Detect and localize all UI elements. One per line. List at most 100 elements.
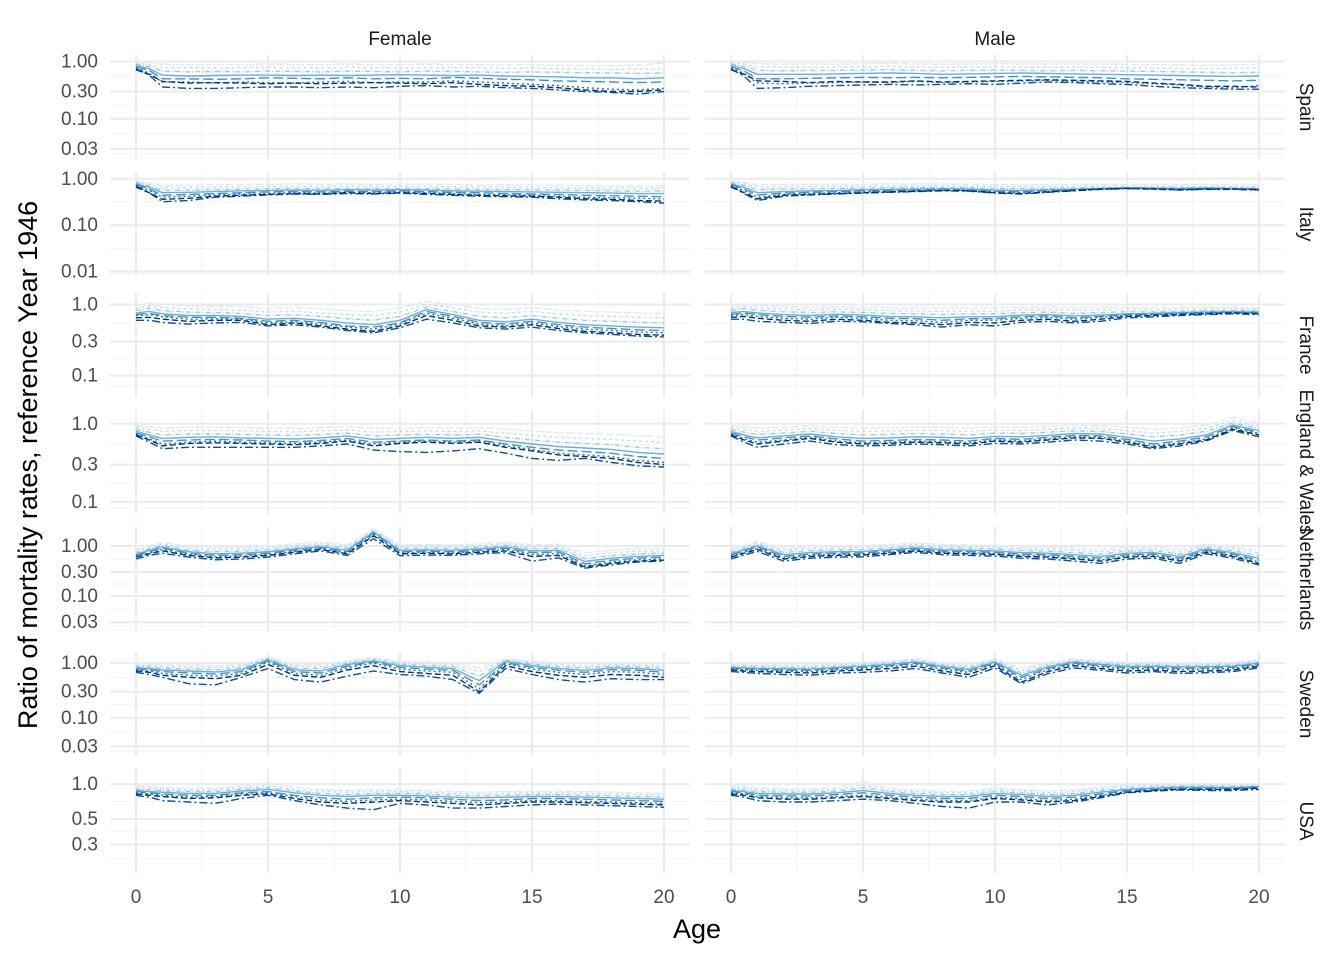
label-layer: Female Male1.000.300.100.03Spain1.000.100… <box>61 29 1316 908</box>
series-line <box>135 181 665 190</box>
series-line <box>135 424 665 438</box>
x-tick-label: 10 <box>984 887 1005 908</box>
strip-label-netherlands: Netherlands <box>1295 528 1316 630</box>
y-tick-label: 0.1 <box>72 366 98 387</box>
series-line <box>730 543 1260 557</box>
x-tick-label: 10 <box>389 887 410 908</box>
series-line <box>730 311 1260 324</box>
series-line <box>730 787 1260 803</box>
y-tick-label: 0.03 <box>61 139 98 160</box>
series-line <box>730 661 1260 676</box>
series-line <box>730 784 1260 794</box>
series-line <box>135 183 664 195</box>
series-line <box>135 62 665 71</box>
y-tick-label: 0.10 <box>61 109 98 130</box>
series-line <box>730 303 1260 310</box>
x-tick-label: 0 <box>131 887 142 908</box>
series-line <box>730 663 1260 681</box>
series-line <box>135 314 665 336</box>
series-line <box>136 657 665 673</box>
series-line <box>135 530 665 560</box>
y-tick-label: 1.0 <box>72 774 98 795</box>
series-line <box>730 786 1260 800</box>
series-line <box>730 186 1260 200</box>
series-line <box>135 182 665 192</box>
series-line <box>135 529 665 557</box>
strip-label-spain: Spain <box>1295 83 1316 132</box>
series-line <box>730 180 1260 186</box>
series-line <box>731 660 1260 674</box>
y-tick-label: 0.5 <box>72 809 98 830</box>
series-line <box>730 416 1260 430</box>
y-tick-label: 0.3 <box>72 834 98 855</box>
series-line <box>730 181 1260 188</box>
series-line <box>730 68 1259 90</box>
series-line <box>730 424 1260 442</box>
series-line <box>730 667 1260 685</box>
series-line <box>730 425 1260 445</box>
series-line <box>135 300 665 315</box>
series-line <box>730 60 1260 67</box>
y-tick-label: 0.10 <box>61 586 98 607</box>
series-line <box>135 792 665 805</box>
series-line <box>730 540 1260 552</box>
series-line <box>731 658 1260 670</box>
strip-label-usa: USA <box>1295 801 1316 840</box>
series-line <box>135 69 665 93</box>
series-line <box>135 793 665 806</box>
y-tick-label: 0.30 <box>61 82 98 103</box>
y-tick-label: 0.01 <box>61 262 98 283</box>
series-line <box>730 550 1260 566</box>
series-line <box>135 426 665 443</box>
series-layer <box>135 60 1260 811</box>
series-line <box>135 784 665 796</box>
series-line <box>135 64 665 80</box>
grid-layer <box>110 55 1285 873</box>
series-line <box>730 780 1260 792</box>
y-tick-label: 0.10 <box>61 215 98 236</box>
series-line <box>730 787 1260 802</box>
series-line <box>135 428 665 450</box>
series-line <box>730 183 1260 196</box>
series-line <box>135 667 664 695</box>
series-line <box>730 785 1260 798</box>
y-tick-label: 1.0 <box>72 414 98 435</box>
series-line <box>135 66 665 84</box>
y-tick-label: 0.3 <box>72 332 98 353</box>
x-tick-label: 15 <box>521 887 542 908</box>
y-tick-label: 0.03 <box>61 736 98 757</box>
series-line <box>135 310 665 332</box>
series-line <box>730 545 1260 559</box>
series-line <box>730 69 1260 88</box>
series-line <box>730 310 1260 319</box>
y-tick-label: 1.00 <box>61 169 98 190</box>
strip-label-male: Male <box>974 29 1015 50</box>
strip-label-italy: Italy <box>1295 207 1316 242</box>
y-tick-label: 1.00 <box>61 653 98 674</box>
strip-label-sweden: Sweden <box>1295 670 1316 739</box>
y-tick-label: 1.00 <box>61 52 98 73</box>
series-line <box>731 313 1260 328</box>
series-line <box>135 183 665 198</box>
series-line <box>135 185 665 204</box>
series-line <box>135 531 665 563</box>
series-line <box>730 542 1260 554</box>
series-line <box>135 661 665 690</box>
strip-label-england-wales: England & Wales <box>1295 389 1316 534</box>
series-line <box>730 307 1260 316</box>
x-tick-label: 20 <box>653 887 674 908</box>
series-line <box>135 658 665 677</box>
series-line <box>730 422 1260 438</box>
series-line <box>135 312 665 334</box>
x-tick-label: 5 <box>263 887 274 908</box>
strip-label-france: France <box>1295 315 1316 374</box>
series-line <box>730 66 1260 82</box>
series-line <box>730 428 1260 448</box>
series-line <box>730 62 1260 70</box>
series-line <box>135 430 665 455</box>
series-line <box>135 663 665 693</box>
strip-label-female: Female <box>368 29 431 50</box>
series-line <box>731 659 1260 672</box>
series-line <box>135 434 665 466</box>
